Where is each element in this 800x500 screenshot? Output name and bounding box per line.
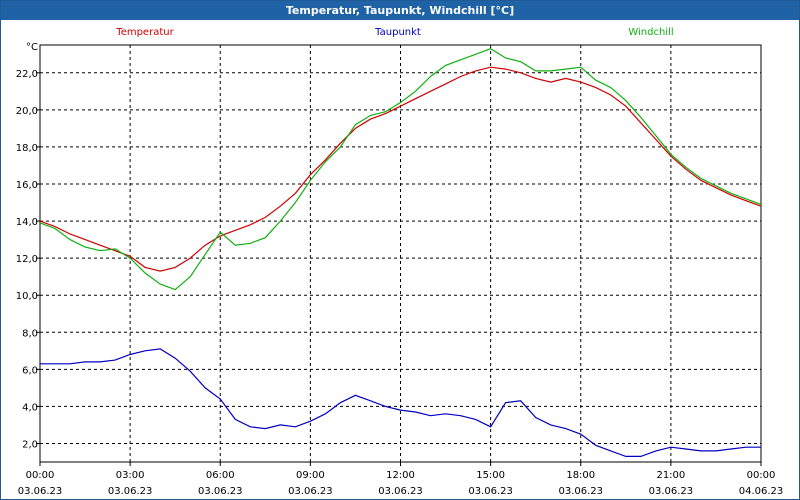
y-tick-label: 6,0: [22, 365, 38, 376]
y-tick-label: 16,0: [16, 180, 38, 191]
series-layer: [39, 48, 762, 457]
x-tick-time-label: 09:00: [296, 470, 325, 481]
x-tick-time-label: 00:00: [26, 470, 55, 481]
chart-title: Temperatur, Taupunkt, Windchill [°C]: [1, 1, 799, 20]
legend-taupunkt: Taupunkt: [374, 27, 421, 38]
x-tick-time-label: 21:00: [656, 470, 685, 481]
y-tick-label: 20,0: [16, 106, 38, 117]
y-tick-label: 4,0: [22, 402, 38, 413]
y-tick-label: 10,0: [16, 291, 38, 302]
x-tick-time-label: 15:00: [476, 470, 505, 481]
x-tick-date-label: 03.06.23: [108, 486, 153, 497]
x-tick-date-label: 03.06.23: [558, 486, 603, 497]
x-tick-date-label: 04.06.23: [739, 486, 784, 497]
y-tick-label: 22,0: [16, 69, 38, 80]
x-tick-time-label: 06:00: [206, 470, 235, 481]
x-tick-time-label: 18:00: [566, 470, 595, 481]
x-tick-date-label: 03.06.23: [198, 486, 243, 497]
legend-layer: Temperatur Taupunkt Windchill: [115, 27, 673, 38]
axis-layer: °C 2,0 4,0 6,0 8,0 10,0 12,0 14,0 16,0 18,0 20,0 2…: [16, 42, 784, 497]
series-line-temperatur: [39, 66, 762, 272]
x-tick-date-label: 03.06.23: [288, 486, 333, 497]
series-line-windchill: [39, 48, 762, 291]
x-tick-time-label: 00:00: [747, 470, 776, 481]
x-tick-date-label: 03.06.23: [378, 486, 423, 497]
y-tick-label: 14,0: [16, 217, 38, 228]
x-tick-time-label: 03:00: [116, 470, 145, 481]
plot-area: [39, 44, 762, 463]
legend-temperatur: Temperatur: [115, 27, 174, 38]
legend-windchill: Windchill: [628, 27, 673, 38]
y-tick-label: 18,0: [16, 143, 38, 154]
series-line-taupunkt: [40, 348, 761, 457]
y-tick-label: 2,0: [22, 439, 38, 450]
x-tick-time-label: 12:00: [386, 470, 415, 481]
x-tick-date-label: 03.06.23: [649, 486, 694, 497]
grid-layer: [40, 45, 761, 462]
y-tick-label: 8,0: [22, 328, 38, 339]
y-tick-label: 12,0: [16, 254, 38, 265]
x-tick-date-label: 03.06.23: [18, 486, 63, 497]
y-axis-unit-label: °C: [26, 42, 38, 53]
x-tick-date-label: 03.06.23: [468, 486, 513, 497]
